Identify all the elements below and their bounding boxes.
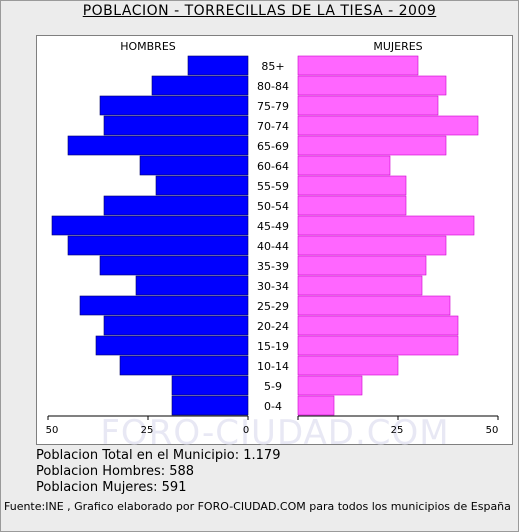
right-header: MUJERES: [373, 40, 422, 53]
age-label: 5-9: [264, 380, 282, 393]
female-bar-5-9: [297, 375, 363, 396]
female-bar-0-4: [297, 395, 335, 416]
male-bar-35-39: [99, 255, 249, 276]
female-bar-80-84: [297, 75, 447, 96]
watermark-text: FORO-CIUDAD.COM: [100, 413, 449, 453]
female-bar-50-54: [297, 195, 407, 216]
age-label: 85+: [261, 60, 284, 73]
age-label: 55-59: [257, 180, 289, 193]
x-tick-label: 50: [486, 425, 499, 436]
age-label: 20-24: [257, 320, 289, 333]
age-label: 0-4: [264, 400, 282, 413]
male-bar-40-44: [67, 235, 249, 256]
male-bar-65-69: [67, 135, 249, 156]
female-bar-40-44: [297, 235, 447, 256]
female-bar-25-29: [297, 295, 451, 316]
age-label: 75-79: [257, 100, 289, 113]
male-bar-5-9: [171, 375, 249, 396]
male-bar-50-54: [103, 195, 249, 216]
female-bar-60-64: [297, 155, 391, 176]
age-label: 65-69: [257, 140, 289, 153]
age-label: 45-49: [257, 220, 289, 233]
male-bar-25-29: [79, 295, 249, 316]
age-label: 70-74: [257, 120, 289, 133]
male-bar-75-79: [99, 95, 249, 116]
male-bar-85+: [187, 55, 249, 76]
male-bar-60-64: [139, 155, 249, 176]
male-bar-80-84: [151, 75, 249, 96]
age-label: 10-14: [257, 360, 289, 373]
female-bar-15-19: [297, 335, 459, 356]
female-bar-55-59: [297, 175, 407, 196]
male-bar-10-14: [119, 355, 249, 376]
age-label: 40-44: [257, 240, 289, 253]
age-label: 80-84: [257, 80, 289, 93]
x-tick-label: 25: [141, 425, 154, 436]
male-bar-45-49: [51, 215, 249, 236]
female-bar-10-14: [297, 355, 399, 376]
male-bar-30-34: [135, 275, 249, 296]
female-bar-75-79: [297, 95, 439, 116]
male-population: Poblacion Hombres: 588: [36, 464, 195, 479]
age-label: 15-19: [257, 340, 289, 353]
female-population: Poblacion Mujeres: 591: [36, 480, 187, 495]
source-note: Fuente:INE , Grafico elaborado por FORO-…: [4, 500, 511, 513]
female-bar-30-34: [297, 275, 423, 296]
female-bar-20-24: [297, 315, 459, 336]
female-bar-35-39: [297, 255, 427, 276]
age-label: 25-29: [257, 300, 289, 313]
male-bar-0-4: [171, 395, 249, 416]
age-label: 30-34: [257, 280, 289, 293]
x-tick-label: 0: [243, 425, 249, 436]
female-bar-65-69: [297, 135, 447, 156]
age-label: 35-39: [257, 260, 289, 273]
x-tick-label: 25: [391, 425, 404, 436]
female-bar-70-74: [297, 115, 479, 136]
age-label: 60-64: [257, 160, 289, 173]
male-bar-20-24: [103, 315, 249, 336]
female-bar-45-49: [297, 215, 475, 236]
total-population: Poblacion Total en el Municipio: 1.179: [36, 448, 281, 463]
male-bar-55-59: [155, 175, 249, 196]
left-header: HOMBRES: [120, 40, 176, 53]
chart-title: POBLACION - TORRECILLAS DE LA TIESA - 20…: [82, 3, 437, 19]
male-bar-15-19: [95, 335, 249, 356]
male-bar-70-74: [103, 115, 249, 136]
x-tick-label: 50: [46, 425, 59, 436]
age-label: 50-54: [257, 200, 289, 213]
female-bar-85+: [297, 55, 419, 76]
page-title: POBLACION - TORRECILLAS DE LA TIESA - 20…: [0, 3, 519, 19]
